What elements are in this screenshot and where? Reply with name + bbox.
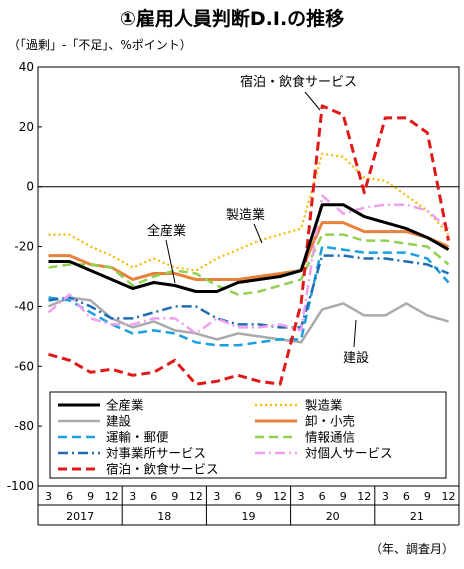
x-tick-label: 6 — [234, 490, 241, 503]
x-tick-label: 9 — [424, 490, 431, 503]
series-line-all-industries — [48, 203, 450, 293]
legend-label-business-services: 対事業所サービス — [106, 446, 206, 461]
chart-title: ①雇用人員判断D.I.の推移 — [119, 8, 345, 30]
y-tick-label: -20 — [14, 240, 34, 254]
x-tick-label: 12 — [273, 490, 287, 503]
y-tick-label: -100 — [7, 479, 34, 493]
x-tick-label: 6 — [66, 490, 73, 503]
annotation-leader-all-industries — [165, 239, 176, 284]
x-tick-label: 12 — [189, 490, 203, 503]
year-label: 20 — [326, 510, 340, 523]
year-label: 19 — [242, 510, 256, 523]
legend-label-accommodation-food: 宿泊・飲食サービス — [106, 462, 219, 477]
annotation-label-all-industries: 全産業 — [147, 223, 186, 239]
series-line-construction — [48, 296, 449, 344]
annotation-leader-construction — [353, 319, 357, 348]
x-tick-label: 3 — [213, 490, 220, 503]
series-line-wholesale-retail — [48, 221, 450, 281]
x-tick-label: 3 — [45, 490, 52, 503]
x-tick-label: 12 — [441, 490, 455, 503]
y-axis-unit-label: （「過剰」-「不足」、%ポイント） — [8, 38, 192, 52]
annotation-leader-manufacturing — [253, 223, 263, 244]
series-line-transport-postal — [48, 245, 450, 347]
legend-label-transport-postal: 運輸・郵便 — [106, 430, 169, 445]
x-tick-label: 9 — [87, 490, 94, 503]
x-tick-label: 9 — [340, 490, 347, 503]
x-tick-label: 3 — [382, 490, 389, 503]
x-tick-label: 6 — [150, 490, 157, 503]
annotation-leader-accommodation-food — [304, 91, 321, 111]
y-tick-label: -60 — [14, 359, 34, 373]
x-tick-label: 3 — [298, 490, 305, 503]
y-tick-label: -40 — [14, 299, 34, 313]
series-line-info-comm — [48, 233, 450, 296]
y-tick-label: -80 — [14, 419, 34, 433]
year-label: 21 — [410, 510, 424, 523]
year-label: 2017 — [66, 510, 94, 523]
annotation-label-manufacturing: 製造業 — [226, 207, 265, 223]
y-tick-label: 40 — [19, 60, 34, 74]
legend-label-info-comm: 情報通信 — [305, 430, 355, 445]
x-tick-label: 6 — [403, 490, 410, 503]
plot-frame — [37, 66, 460, 487]
x-axis-unit-label: （年、調査月） — [369, 542, 454, 556]
y-tick-label: 20 — [19, 120, 34, 134]
legend-label-personal-services: 対個人サービス — [305, 446, 393, 461]
legend-label-construction: 建設 — [106, 414, 132, 429]
annotation-label-construction: 建設 — [343, 350, 369, 366]
x-tick-label: 3 — [129, 490, 136, 503]
legend-box — [49, 391, 447, 479]
annotation-label-accommodation-food: 宿泊・飲食サービス — [240, 74, 357, 90]
y-tick-label: 0 — [26, 180, 34, 194]
series-line-personal-services — [47, 194, 450, 335]
series-line-accommodation-food — [48, 104, 450, 386]
x-tick-label: 12 — [357, 490, 371, 503]
x-tick-label: 12 — [105, 490, 119, 503]
x-tick-label: 6 — [319, 490, 326, 503]
legend-label-manufacturing: 製造業 — [305, 398, 343, 413]
x-tick-label: 9 — [171, 490, 178, 503]
x-tick-label: 9 — [256, 490, 263, 503]
year-label: 18 — [157, 510, 171, 523]
legend-label-all-industries: 全産業 — [106, 398, 144, 413]
legend-label-wholesale-retail: 卸・小売 — [305, 414, 355, 429]
